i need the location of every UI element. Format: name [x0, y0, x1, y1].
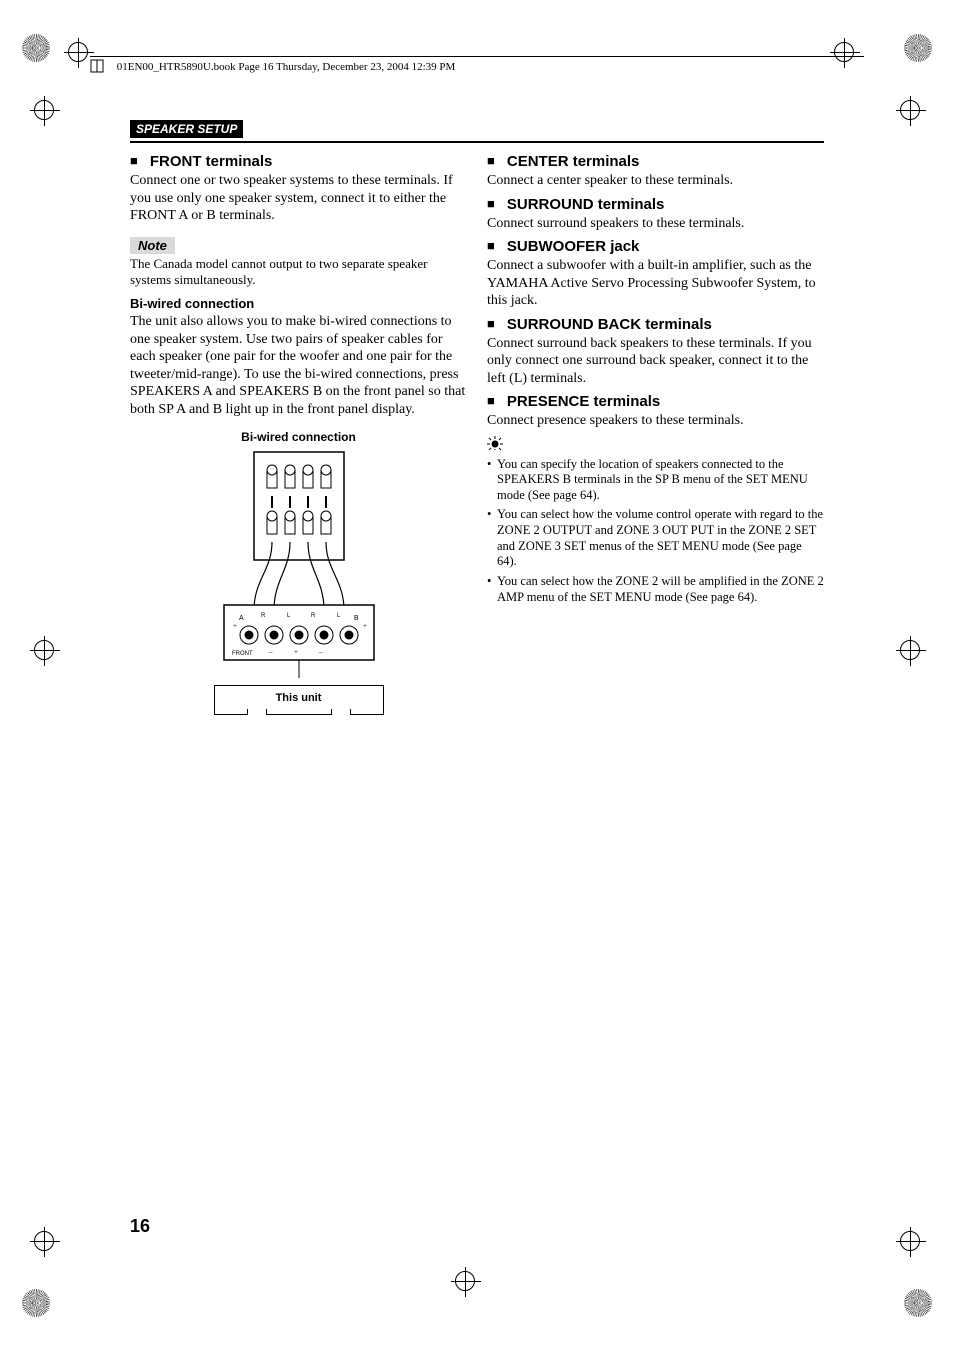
tips-list: You can specify the location of speakers…: [487, 457, 824, 606]
heading-front-terminals: FRONT terminals: [130, 153, 467, 170]
svg-text:–: –: [268, 648, 273, 656]
svg-text:B: B: [354, 615, 359, 622]
crop-crosshair: [34, 100, 54, 120]
crop-crosshair: [900, 100, 920, 120]
crop-crosshair: [900, 640, 920, 660]
svg-text:R: R: [261, 613, 266, 619]
page-content: SPEAKER SETUP FRONT terminals Connect on…: [130, 120, 824, 715]
left-column: FRONT terminals Connect one or two speak…: [130, 149, 467, 715]
page-header-path: 01EN00_HTR5890U.book Page 16 Thursday, D…: [90, 56, 864, 73]
biwired-svg: FRONT A B R L R L +: [199, 450, 399, 680]
paragraph-biwired: The unit also allows you to make bi-wire…: [130, 313, 467, 418]
this-unit-label: This unit: [276, 692, 322, 704]
crop-crosshair: [34, 1231, 54, 1251]
tip-item: You can select how the ZONE 2 will be am…: [487, 574, 824, 605]
note-label: Note: [130, 237, 175, 254]
this-unit-box: This unit: [214, 685, 384, 715]
diagram-title: Bi-wired connection: [130, 430, 467, 444]
heading-biwired: Bi-wired connection: [130, 296, 467, 311]
crop-crosshair: [34, 640, 54, 660]
paragraph-center: Connect a center speaker to these termin…: [487, 172, 824, 190]
header-filepath: 01EN00_HTR5890U.book Page 16 Thursday, D…: [117, 61, 456, 73]
registration-mark: [22, 34, 50, 62]
crop-crosshair: [900, 1231, 920, 1251]
paragraph-subwoofer: Connect a subwoofer with a built-in ampl…: [487, 257, 824, 310]
registration-mark: [904, 34, 932, 62]
svg-text:R: R: [311, 613, 316, 619]
heading-presence: PRESENCE terminals: [487, 393, 824, 410]
crop-crosshair: [68, 42, 88, 62]
tip-icon: [487, 436, 824, 455]
heading-subwoofer: SUBWOOFER jack: [487, 238, 824, 255]
registration-mark: [904, 1289, 932, 1317]
tip-item: You can specify the location of speakers…: [487, 457, 824, 504]
paragraph-surround-back: Connect surround back speakers to these …: [487, 335, 824, 388]
banner-rule: [130, 141, 824, 143]
right-column: CENTER terminals Connect a center speake…: [487, 149, 824, 715]
paragraph-front: Connect one or two speaker systems to th…: [130, 172, 467, 225]
registration-mark: [22, 1289, 50, 1317]
section-banner: SPEAKER SETUP: [130, 120, 243, 138]
svg-text:+: +: [294, 648, 298, 656]
heading-center: CENTER terminals: [487, 153, 824, 170]
heading-surround: SURROUND terminals: [487, 196, 824, 213]
note-body: The Canada model cannot output to two se…: [130, 256, 467, 289]
tip-item: You can select how the volume control op…: [487, 507, 824, 570]
page-number: 16: [130, 1216, 150, 1237]
book-icon: [90, 59, 104, 73]
svg-text:–: –: [318, 648, 323, 656]
heading-surround-back: SURROUND BACK terminals: [487, 316, 824, 333]
label-front: FRONT: [232, 651, 253, 657]
paragraph-presence: Connect presence speakers to these termi…: [487, 412, 824, 430]
paragraph-surround: Connect surround speakers to these termi…: [487, 215, 824, 233]
svg-text:+: +: [363, 622, 367, 630]
svg-text:A: A: [239, 615, 244, 622]
svg-text:+: +: [233, 622, 237, 630]
crop-crosshair: [455, 1271, 475, 1291]
biwired-diagram: Bi-wired connection: [130, 430, 467, 715]
